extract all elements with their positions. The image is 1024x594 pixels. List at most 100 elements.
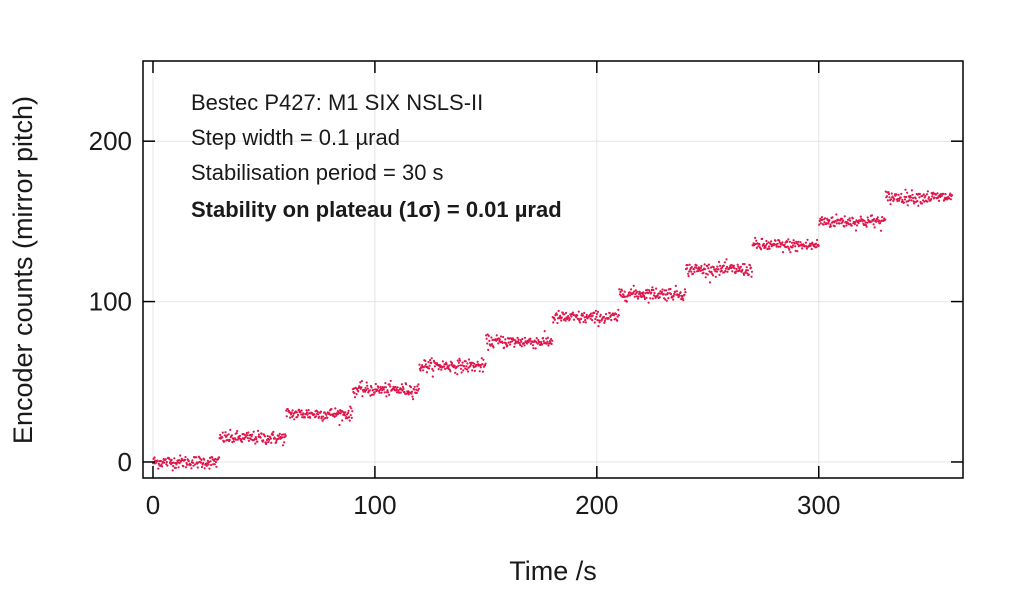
data-point xyxy=(911,196,915,200)
data-point xyxy=(271,433,274,436)
data-point xyxy=(720,269,723,272)
data-point xyxy=(872,223,875,226)
data-point xyxy=(804,241,808,244)
data-point xyxy=(293,418,296,421)
data-point xyxy=(628,294,632,297)
data-point xyxy=(173,457,176,460)
data-point xyxy=(183,458,187,461)
data-point xyxy=(322,418,325,421)
data-point xyxy=(318,415,321,418)
data-point xyxy=(229,428,232,431)
data-point xyxy=(301,416,304,419)
annotation-line-3: Stabilisation period = 30 s xyxy=(191,160,444,185)
data-point xyxy=(287,409,290,412)
data-point xyxy=(254,442,257,445)
data-point xyxy=(278,432,281,435)
data-point xyxy=(383,391,386,394)
data-point xyxy=(766,247,770,250)
data-point xyxy=(353,396,357,399)
data-point xyxy=(430,357,433,360)
data-point xyxy=(369,394,372,397)
data-point xyxy=(365,388,368,392)
data-point xyxy=(715,268,718,271)
data-point xyxy=(535,337,538,340)
data-point xyxy=(556,321,559,325)
data-point xyxy=(296,415,299,418)
data-point xyxy=(783,243,786,246)
data-point xyxy=(910,199,913,202)
data-point xyxy=(522,342,526,345)
data-point xyxy=(281,436,284,439)
data-point xyxy=(531,344,535,347)
data-point xyxy=(200,458,203,461)
data-point xyxy=(250,435,253,438)
data-point xyxy=(889,203,892,206)
data-point xyxy=(401,389,404,392)
data-point xyxy=(647,292,650,295)
data-point xyxy=(663,289,666,292)
data-point xyxy=(595,315,598,318)
data-point xyxy=(788,240,792,243)
data-point xyxy=(741,262,745,266)
data-point xyxy=(516,336,519,339)
data-point xyxy=(282,433,285,436)
data-point xyxy=(297,408,301,411)
data-point xyxy=(584,321,587,324)
data-point xyxy=(200,465,204,469)
data-point xyxy=(497,342,500,345)
data-point xyxy=(750,270,754,273)
data-point xyxy=(887,191,890,194)
data-point xyxy=(396,386,399,389)
data-point xyxy=(536,342,539,345)
data-point xyxy=(724,269,727,273)
data-point xyxy=(708,281,712,284)
data-point xyxy=(879,229,883,232)
data-point xyxy=(182,465,185,468)
data-point xyxy=(936,192,939,195)
data-point xyxy=(251,433,254,436)
data-point xyxy=(853,222,857,226)
data-point xyxy=(521,337,524,341)
data-point xyxy=(338,423,341,427)
data-point xyxy=(416,389,419,392)
data-point xyxy=(746,272,749,275)
data-point xyxy=(429,359,432,362)
data-point xyxy=(651,297,655,300)
data-point xyxy=(608,312,611,315)
data-point xyxy=(674,284,677,287)
data-point xyxy=(445,361,448,364)
data-point xyxy=(843,225,846,228)
data-point xyxy=(664,298,667,301)
data-point xyxy=(810,247,813,251)
data-point xyxy=(604,312,608,316)
data-point xyxy=(621,295,624,299)
data-point xyxy=(303,416,306,419)
data-point xyxy=(658,296,661,299)
data-point xyxy=(415,391,418,394)
data-point xyxy=(509,343,512,346)
data-point xyxy=(401,385,404,389)
data-point xyxy=(410,392,413,395)
data-point xyxy=(166,464,169,467)
data-point xyxy=(236,438,239,441)
annotation-line-4: Stability on plateau (1σ) = 0.01 µrad xyxy=(191,197,562,222)
data-point xyxy=(461,361,464,364)
data-point xyxy=(788,248,791,251)
data-point xyxy=(157,462,160,465)
data-point xyxy=(346,417,349,420)
data-point xyxy=(607,317,610,320)
data-point xyxy=(847,223,851,226)
data-point xyxy=(796,250,799,253)
data-point xyxy=(816,238,819,242)
data-point xyxy=(845,224,848,227)
data-point xyxy=(633,290,636,293)
data-point xyxy=(732,264,736,267)
data-point xyxy=(290,411,293,414)
data-point xyxy=(365,381,368,384)
data-point xyxy=(794,245,797,248)
data-point xyxy=(384,382,387,385)
data-point xyxy=(778,241,781,244)
data-point xyxy=(192,464,195,467)
data-point xyxy=(348,419,351,422)
data-point xyxy=(457,361,460,364)
